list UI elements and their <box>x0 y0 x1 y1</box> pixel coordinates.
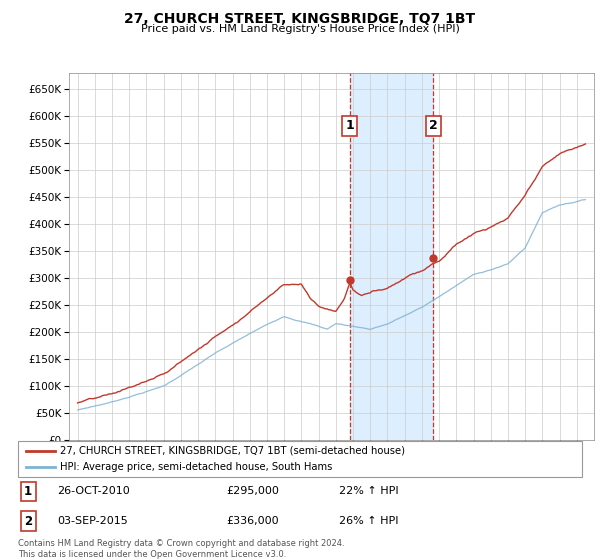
Text: 1: 1 <box>24 485 32 498</box>
Text: 2: 2 <box>24 515 32 528</box>
Text: Price paid vs. HM Land Registry's House Price Index (HPI): Price paid vs. HM Land Registry's House … <box>140 24 460 34</box>
Text: 1: 1 <box>346 119 354 133</box>
Text: 2: 2 <box>429 119 438 133</box>
Text: HPI: Average price, semi-detached house, South Hams: HPI: Average price, semi-detached house,… <box>60 463 332 472</box>
Text: 22% ↑ HPI: 22% ↑ HPI <box>340 487 399 496</box>
Text: 26% ↑ HPI: 26% ↑ HPI <box>340 516 399 526</box>
Text: £295,000: £295,000 <box>227 487 280 496</box>
Bar <box>350 73 433 440</box>
FancyBboxPatch shape <box>18 441 582 477</box>
Text: 26-OCT-2010: 26-OCT-2010 <box>58 487 130 496</box>
Text: 27, CHURCH STREET, KINGSBRIDGE, TQ7 1BT (semi-detached house): 27, CHURCH STREET, KINGSBRIDGE, TQ7 1BT … <box>60 446 406 455</box>
Text: £336,000: £336,000 <box>227 516 280 526</box>
Text: Contains HM Land Registry data © Crown copyright and database right 2024.
This d: Contains HM Land Registry data © Crown c… <box>18 539 344 559</box>
Text: 27, CHURCH STREET, KINGSBRIDGE, TQ7 1BT: 27, CHURCH STREET, KINGSBRIDGE, TQ7 1BT <box>124 12 476 26</box>
Text: 03-SEP-2015: 03-SEP-2015 <box>58 516 128 526</box>
